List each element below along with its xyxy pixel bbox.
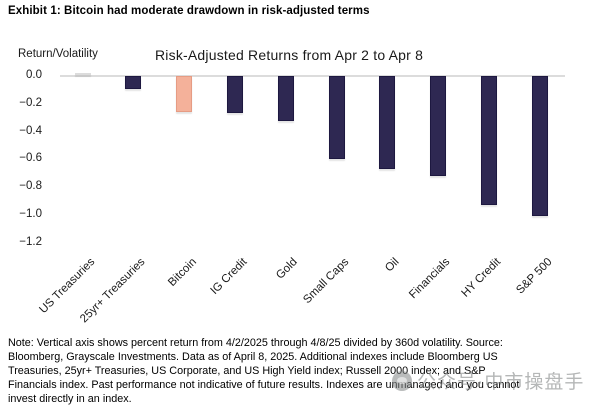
x-category-label: HY Credit <box>459 256 504 300</box>
bar <box>226 75 243 114</box>
bar <box>176 75 193 112</box>
note-line: Treasuries, 25yr+ Treasuries, US Corpora… <box>8 365 486 377</box>
note-line: Note: Vertical axis shows percent return… <box>8 337 503 349</box>
note-line: Bloomberg, Grayscale Investments. Data a… <box>8 351 498 363</box>
y-tick-label: −1.2 <box>19 235 42 248</box>
bar <box>480 75 497 205</box>
y-tick-label: −1.0 <box>19 208 42 220</box>
exhibit-title: Exhibit 1: Bitcoin had moderate drawdown… <box>8 5 370 17</box>
y-tick-label: 0.0 <box>26 69 42 81</box>
zero-line <box>60 75 565 77</box>
x-category-label: Small Caps <box>300 256 351 307</box>
bar <box>125 75 142 90</box>
bar <box>379 75 396 169</box>
x-category-label: Oil <box>383 256 402 275</box>
x-category-label: IG Credit <box>208 256 250 298</box>
bar <box>328 75 345 159</box>
x-category-label: Financials <box>407 256 453 302</box>
bar <box>74 72 91 76</box>
note-line: invest directly in an index. <box>8 393 132 405</box>
note-line: Financials index. Past performance not i… <box>8 379 520 391</box>
y-tick-label: −0.8 <box>19 180 42 193</box>
bar <box>531 75 548 216</box>
y-tick-label: −0.4 <box>19 124 42 137</box>
source-note: Note: Vertical axis shows percent return… <box>8 336 594 406</box>
x-category-label: S&P 500 <box>513 256 555 297</box>
y-tick-label: −0.2 <box>19 96 42 109</box>
bar <box>430 75 447 176</box>
x-category-label: Gold <box>274 256 301 282</box>
x-category-label: Bitcoin <box>165 256 199 289</box>
y-axis-label: Return/Volatility <box>18 48 98 60</box>
y-tick-label: −0.6 <box>19 152 42 165</box>
bar <box>277 75 294 122</box>
chart-title: Risk-Adjusted Returns from Apr 2 to Apr … <box>155 47 424 63</box>
